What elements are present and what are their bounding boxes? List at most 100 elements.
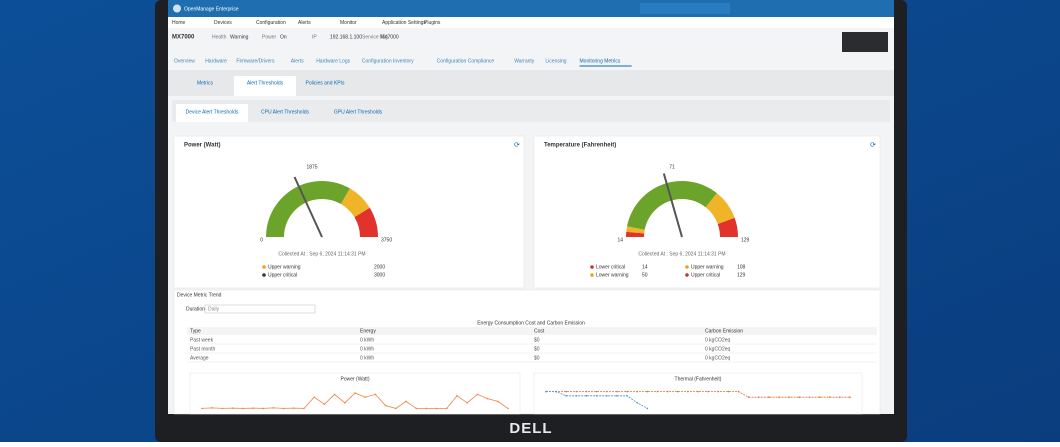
trend-point bbox=[384, 404, 387, 407]
legend-label: Upper critical bbox=[691, 272, 720, 278]
table-header-cell: Type bbox=[190, 328, 201, 334]
table-title: Energy Consumption Cost and Carbon Emiss… bbox=[477, 320, 585, 326]
tab[interactable]: Configuration Inventory bbox=[362, 58, 414, 64]
device-info-value: 192.168.1.100 bbox=[330, 34, 362, 40]
gauge-min: 14 bbox=[617, 237, 623, 243]
table-cell: Past week bbox=[190, 337, 214, 343]
duration-label: Duration bbox=[186, 306, 205, 312]
table-cell: 0 kWh bbox=[360, 346, 374, 352]
tab[interactable]: Alerts bbox=[291, 58, 304, 64]
trend-point bbox=[575, 390, 578, 393]
nav-item[interactable]: Monitor bbox=[340, 20, 357, 26]
legend-label: Lower warning bbox=[596, 272, 629, 278]
gauge-band bbox=[340, 188, 370, 218]
trend-point bbox=[636, 402, 638, 404]
gauge-needle bbox=[293, 176, 323, 238]
duration-select[interactable] bbox=[204, 304, 316, 314]
threshold-tab[interactable]: CPU Alert Thresholds bbox=[261, 109, 309, 115]
tab[interactable]: Licensing bbox=[545, 58, 566, 64]
sub-tab[interactable]: Metrics bbox=[197, 80, 214, 86]
legend-value: 108 bbox=[737, 264, 746, 270]
legend-value: 129 bbox=[737, 272, 746, 278]
trend-title: Device Metric Trend bbox=[177, 292, 222, 298]
trend-point bbox=[435, 407, 438, 410]
gauge-mid: 71 bbox=[669, 164, 675, 170]
gauge-band bbox=[705, 193, 735, 224]
tab[interactable]: Overview bbox=[174, 58, 195, 64]
trend-point bbox=[717, 390, 720, 393]
search-box[interactable] bbox=[640, 3, 730, 14]
table-header-cell: Carbon Emission bbox=[705, 328, 743, 334]
trend-point bbox=[747, 396, 750, 399]
trend-point bbox=[425, 407, 428, 410]
trend-point bbox=[575, 395, 578, 397]
legend-dot bbox=[262, 265, 266, 269]
trend-point bbox=[818, 396, 821, 399]
trend-point bbox=[828, 396, 831, 399]
trend-point bbox=[211, 407, 213, 409]
nav-item[interactable]: Alerts bbox=[298, 20, 311, 26]
card-title: Temperature (Fahrenheit) bbox=[544, 143, 616, 149]
trend-point bbox=[646, 407, 649, 410]
trend-point bbox=[606, 395, 608, 397]
trend-point bbox=[697, 390, 699, 393]
sub-tab[interactable]: Policies and KPIs bbox=[306, 80, 345, 86]
trend-point bbox=[333, 393, 336, 396]
trend-point bbox=[231, 407, 234, 409]
trend-point bbox=[626, 390, 628, 393]
legend-value: 50 bbox=[642, 272, 648, 278]
trend-point bbox=[646, 390, 649, 393]
trend-point bbox=[798, 396, 801, 399]
gauge-max: 3750 bbox=[381, 237, 392, 243]
nav-item[interactable]: Devices bbox=[214, 20, 232, 26]
trend-point bbox=[415, 407, 418, 410]
gauge-max: 129 bbox=[741, 237, 750, 243]
gauge-mid: 1875 bbox=[306, 164, 317, 170]
refresh-icon[interactable]: ⟳ bbox=[514, 142, 520, 149]
trend-point bbox=[768, 396, 770, 399]
trend-point bbox=[507, 407, 509, 410]
legend-label: Upper warning bbox=[268, 264, 301, 270]
trend-point bbox=[565, 390, 568, 393]
nav-item[interactable]: Application Settings bbox=[382, 20, 426, 26]
trend-point bbox=[221, 407, 224, 410]
threshold-tab[interactable]: Device Alert Thresholds bbox=[186, 109, 239, 115]
tab[interactable]: Monitoring Metrics bbox=[580, 58, 621, 64]
device-info-label: Health bbox=[212, 34, 227, 40]
device-info-label: Power bbox=[262, 34, 277, 40]
tab[interactable]: Firmware/Drivers bbox=[236, 58, 275, 64]
tab[interactable]: Warranty bbox=[514, 58, 535, 64]
app-bar bbox=[168, 0, 894, 17]
trend-point bbox=[201, 407, 203, 410]
threshold-tab[interactable]: GPU Alert Thresholds bbox=[334, 109, 383, 115]
trend-point bbox=[252, 407, 254, 409]
legend-dot bbox=[590, 273, 594, 277]
nav-item[interactable]: Home bbox=[172, 20, 186, 26]
trend-point bbox=[364, 396, 367, 399]
sub-tab[interactable]: Alert Thresholds bbox=[247, 80, 284, 86]
tab[interactable]: Hardware Logs bbox=[316, 58, 350, 64]
refresh-icon[interactable]: ⟳ bbox=[870, 142, 876, 149]
tab[interactable]: Hardware bbox=[205, 58, 227, 64]
nav-item[interactable]: Configuration bbox=[256, 20, 286, 26]
collected-at: Collected At : Sep 6, 2024 11:14:31 PM bbox=[278, 251, 365, 257]
table-cell: Past month bbox=[190, 346, 216, 352]
gauge-band bbox=[627, 181, 717, 230]
table-header-cell: Cost bbox=[534, 328, 545, 334]
table-cell: 0 kgCO2eq bbox=[705, 346, 731, 352]
trend-point bbox=[707, 390, 709, 393]
device-info-label: IP bbox=[312, 34, 317, 40]
card-title: Power (Watt) bbox=[184, 143, 220, 149]
trend-point bbox=[303, 407, 305, 410]
gauge-band bbox=[266, 181, 350, 237]
nav-item[interactable]: Plugins bbox=[424, 20, 441, 26]
trend-chart-title: Power (Watt) bbox=[341, 376, 370, 382]
trend-point bbox=[545, 390, 547, 393]
gauge-band bbox=[354, 207, 378, 237]
legend-label: Upper warning bbox=[691, 264, 724, 270]
legend-dot bbox=[685, 273, 689, 277]
trend-point bbox=[395, 407, 397, 410]
tab[interactable]: Configuration Compliance bbox=[437, 58, 495, 64]
table-cell: $0 bbox=[534, 337, 540, 343]
